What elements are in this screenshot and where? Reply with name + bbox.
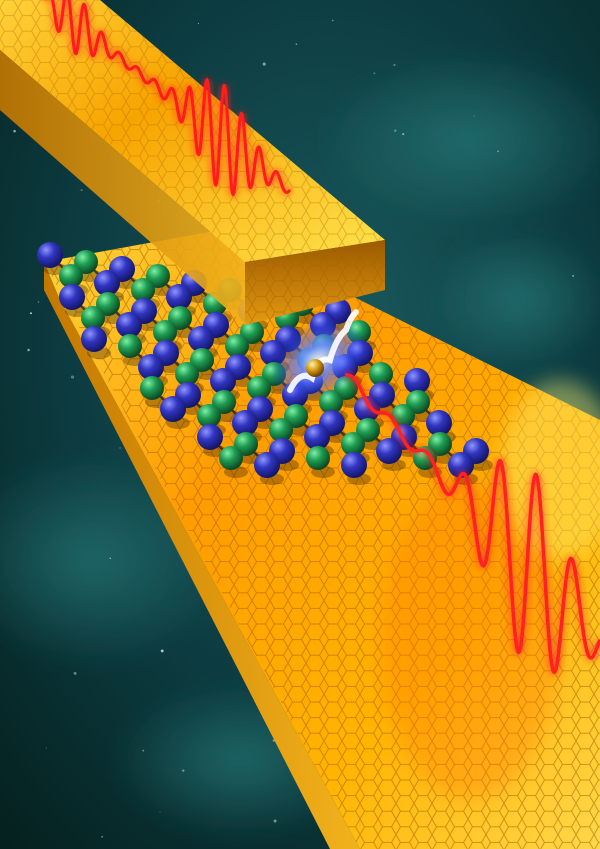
star: [393, 63, 396, 67]
chalcogen-atom: [153, 320, 177, 344]
metal-atom: [404, 368, 430, 394]
star: [331, 19, 334, 22]
chalcogen-atom: [391, 404, 415, 428]
chalcogen-atom: [74, 250, 98, 274]
metal-atom: [210, 368, 236, 394]
chalcogen-atom: [146, 264, 170, 288]
metal-atom: [354, 396, 380, 422]
star: [109, 557, 112, 560]
metal-atom: [341, 452, 367, 478]
star: [273, 819, 277, 823]
metal-atom: [166, 284, 192, 310]
chalcogen-atom: [118, 334, 142, 358]
chalcogen-atom: [140, 376, 164, 400]
chalcogen-atom: [306, 446, 330, 470]
metal-atom: [448, 452, 474, 478]
star: [473, 115, 475, 117]
electron-particle: [306, 359, 324, 377]
chalcogen-atom: [225, 334, 249, 358]
star: [29, 312, 33, 315]
incoming-light-pulse: [45, 0, 292, 197]
star: [394, 129, 397, 133]
metal-atom: [254, 452, 280, 478]
chalcogen-atom: [190, 348, 214, 372]
chalcogen-atom: [81, 306, 105, 330]
metal-atom: [37, 242, 63, 268]
chalcogen-atom: [175, 362, 199, 386]
metal-atom: [304, 424, 330, 450]
metal-atom: [94, 270, 120, 296]
chalcogen-atom: [428, 432, 452, 456]
chalcogen-atom: [341, 432, 365, 456]
star: [37, 301, 40, 303]
star: [262, 62, 266, 66]
chalcogen-atom: [212, 390, 236, 414]
metal-atom: [197, 424, 223, 450]
star: [572, 274, 575, 277]
metal-atom: [160, 396, 186, 422]
metal-atom: [426, 410, 452, 436]
star: [142, 749, 145, 752]
chalcogen-atom: [168, 306, 192, 330]
metal-atom: [138, 354, 164, 380]
star: [13, 129, 16, 133]
star: [402, 132, 405, 136]
metal-atom: [188, 326, 214, 352]
star: [160, 649, 164, 653]
chalcogen-atom: [406, 390, 430, 414]
star: [497, 150, 499, 153]
chalcogen-atom: [96, 292, 120, 316]
metal-atom: [232, 410, 258, 436]
chalcogen-atom: [356, 418, 380, 442]
chalcogen-atom: [247, 376, 271, 400]
star: [119, 447, 121, 449]
star: [73, 671, 77, 675]
star: [45, 747, 47, 749]
chalcogen-atom: [197, 404, 221, 428]
chalcogen-atom: [219, 446, 243, 470]
chalcogen-atom: [59, 264, 83, 288]
chalcogen-atom: [284, 404, 308, 428]
outgoing-light-pulse: [345, 373, 600, 675]
star: [197, 22, 199, 24]
star: [70, 375, 75, 379]
metal-atom: [376, 438, 402, 464]
star: [295, 43, 298, 46]
star: [80, 189, 83, 192]
star: [27, 348, 30, 352]
metal-atom: [81, 326, 107, 352]
chalcogen-atom: [240, 320, 264, 344]
star: [101, 835, 104, 838]
star: [373, 72, 376, 75]
star: [159, 811, 161, 813]
chalcogen-atom: [369, 362, 393, 386]
chalcogen-atom: [269, 418, 293, 442]
excited-electron: [270, 309, 366, 402]
metal-atom: [116, 312, 142, 338]
chalcogen-atom: [234, 432, 258, 456]
star: [182, 769, 185, 772]
chalcogen-atom: [131, 278, 155, 302]
metal-atom: [59, 284, 85, 310]
